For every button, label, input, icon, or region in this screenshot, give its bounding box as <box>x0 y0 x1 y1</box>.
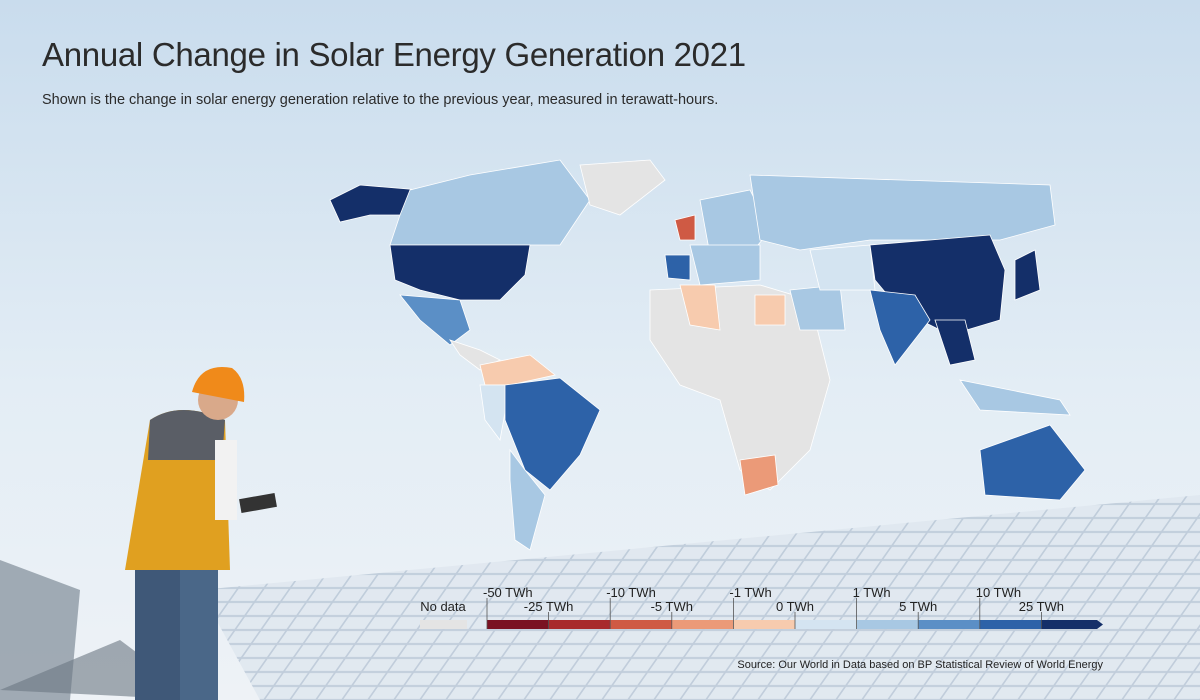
legend-swatch <box>733 620 795 629</box>
legend-swatch <box>671 620 734 629</box>
source: Source: Our World in Data based on BP St… <box>737 659 1103 671</box>
legend-label: 5 TWh <box>899 599 937 614</box>
legend-label: 1 TWh <box>853 585 891 600</box>
world-map <box>329 159 1086 551</box>
legend-swatch <box>918 620 980 629</box>
no-data-swatch <box>420 620 467 629</box>
legend-swatch <box>795 620 857 629</box>
legend-swatch <box>856 620 919 629</box>
legend-swatch <box>487 620 549 629</box>
worker <box>125 367 277 700</box>
legend-swatch <box>979 620 1042 629</box>
legend: No data -50 TWh-25 TWh -10 TWh-5 TWh -1 TWh… <box>420 585 1103 629</box>
legend-label: 25 TWh <box>1019 599 1064 614</box>
legend-label: -5 TWh <box>651 599 693 614</box>
solar-panels <box>0 495 1200 700</box>
legend-label: 0 TWh <box>776 599 814 614</box>
legend-label: -25 TWh <box>524 599 574 614</box>
subtitle: Shown is the change in solar energy gene… <box>42 92 719 108</box>
no-data-label: No data <box>420 599 466 614</box>
title: Annual Change in Solar Energy Generation… <box>42 36 746 73</box>
legend-label: 10 TWh <box>976 585 1021 600</box>
legend-label: -10 TWh <box>606 585 656 600</box>
legend-swatch <box>610 620 672 629</box>
legend-swatch <box>1041 620 1103 629</box>
legend-label: -50 TWh <box>483 585 533 600</box>
legend-swatch <box>548 620 611 629</box>
legend-label: -1 TWh <box>729 585 771 600</box>
